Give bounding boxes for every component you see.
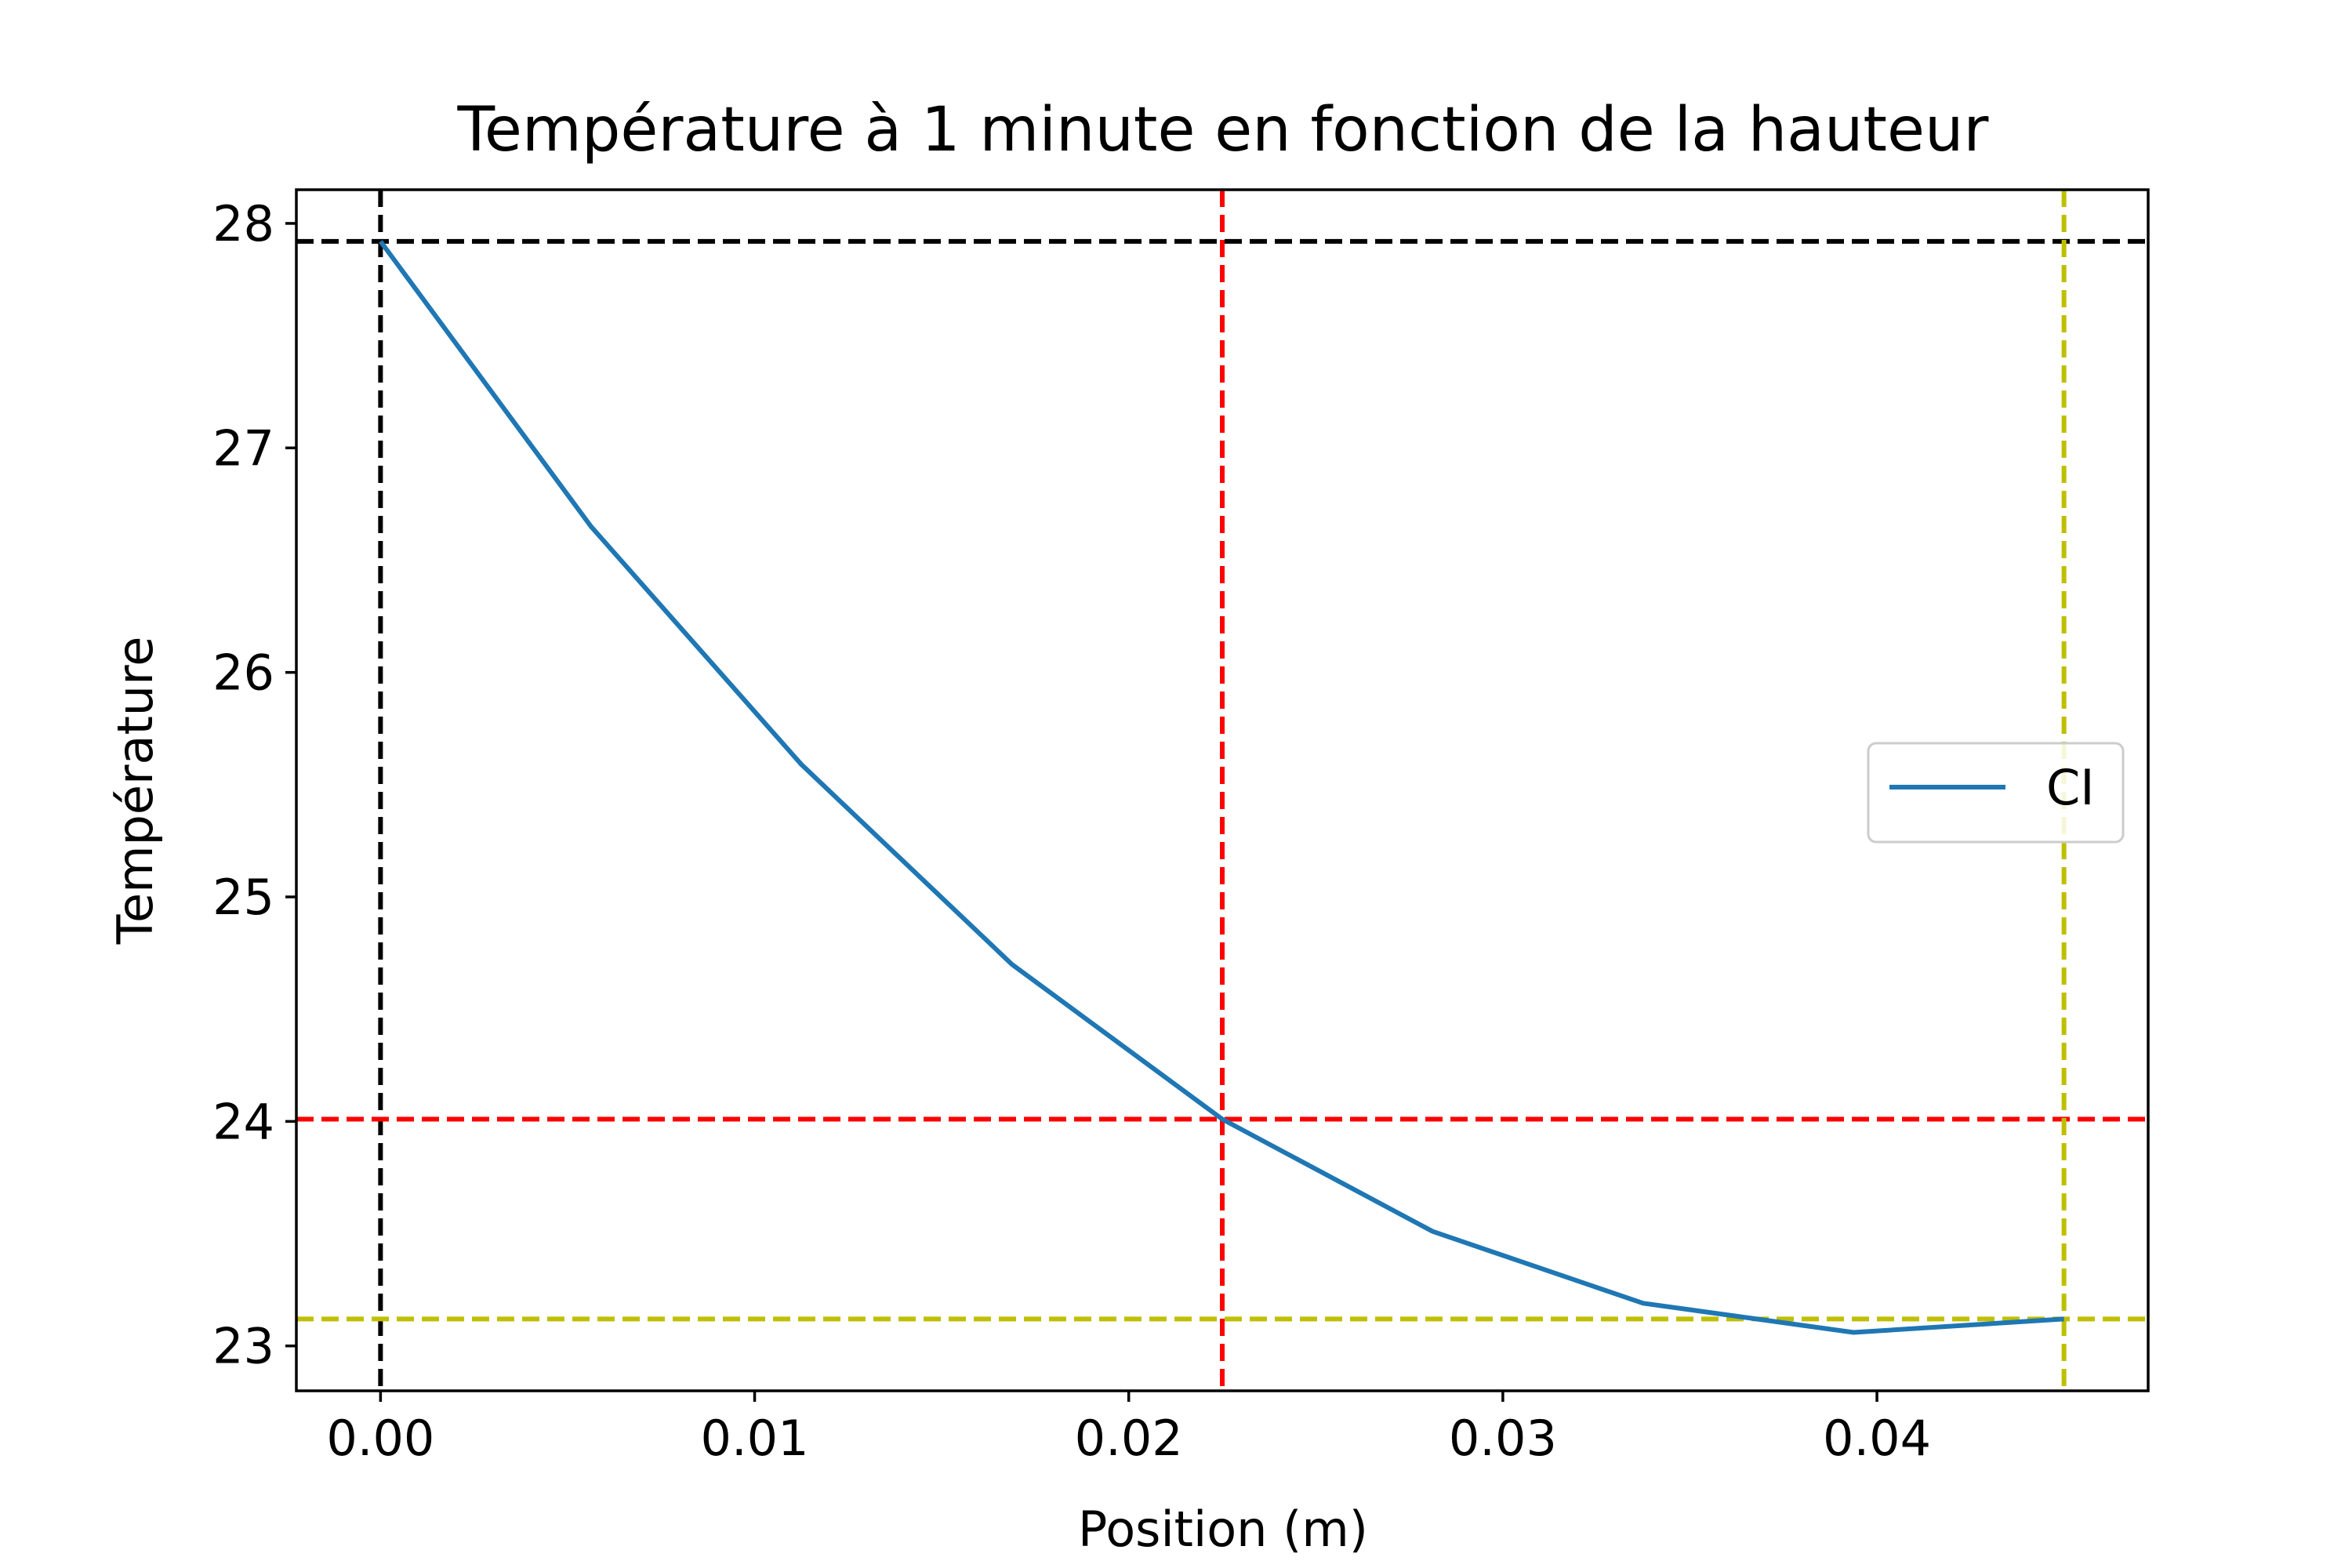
y-tick-label: 27 [212, 419, 274, 477]
y-axis-ticks: 23 24 25 26 27 28 [212, 195, 296, 1375]
reference-lines [296, 190, 2148, 1391]
x-tick-label: 0.02 [1075, 1410, 1183, 1467]
x-tick-label: 0.00 [326, 1410, 434, 1467]
y-tick-label: 28 [212, 195, 274, 252]
plot-frame [295, 188, 2150, 1392]
x-tick-label: 0.04 [1823, 1410, 1931, 1467]
series-layer [378, 240, 2064, 1335]
y-tick-label: 23 [212, 1318, 274, 1375]
x-tick-label: 0.01 [701, 1410, 809, 1467]
series-line-ci [378, 240, 2064, 1335]
y-axis-label: Température [107, 637, 164, 946]
y-tick-label: 26 [212, 644, 274, 702]
y-tick-label: 25 [212, 869, 274, 926]
legend: CI [1867, 742, 2125, 844]
plot-area [295, 188, 2150, 1392]
chart-title: Température à 1 minute en fonction de la… [456, 95, 1989, 165]
x-tick-label: 0.03 [1449, 1410, 1557, 1467]
legend-label-ci: CI [2046, 759, 2095, 816]
legend-frame [1867, 742, 2125, 844]
x-axis-label: Position (m) [1078, 1501, 1368, 1558]
y-tick-label: 24 [212, 1093, 274, 1150]
x-axis-ticks: 0.00 0.01 0.02 0.03 0.04 [326, 1391, 1931, 1467]
